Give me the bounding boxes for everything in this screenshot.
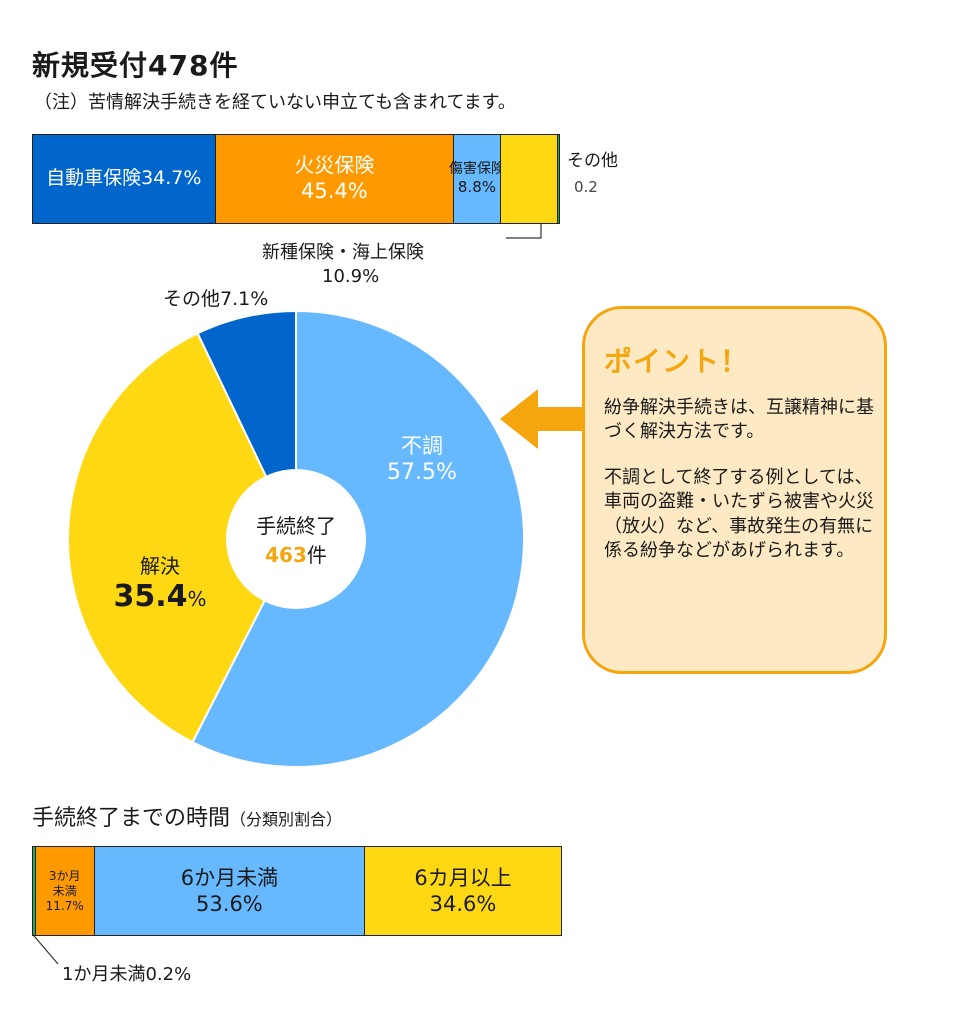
duration-segment-1month <box>33 847 36 935</box>
seg1-line3: 11.7% <box>45 898 84 913</box>
segment-label-auto: 自動車保険34.7% <box>46 167 202 190</box>
segment-value-fire: 45.4% <box>301 179 368 204</box>
segment-label-injury: 傷害保険 <box>448 160 505 177</box>
footnote-text: 1か月未満0.2% <box>62 964 192 985</box>
duration-section-title: 手続終了までの時間（分類別割合） <box>32 800 342 832</box>
other-label-top: その他 <box>567 151 618 171</box>
kaiketsu-label: 解決 <box>140 554 180 578</box>
seg1-line1: 3か月 <box>48 868 81 883</box>
pie-other-label: その他7.1% <box>163 288 269 310</box>
seg2-line1: 6か月未満 <box>180 865 279 890</box>
duration-bar: 3か月 未満 11.7% 6か月未満 53.6% 6カ月以上 34.6% <box>32 846 562 936</box>
callout-para1: 紛争解決手続きは、互譲精神に基づく解決方法です。 <box>604 397 874 443</box>
duration-subtitle: （分類別割合） <box>230 810 343 829</box>
kaiketsu-value: 35.4 <box>113 579 188 614</box>
pie-center-hole <box>226 469 366 609</box>
seg3-line2: 34.6% <box>429 892 497 916</box>
page-title: 新規受付478件 <box>32 49 239 82</box>
callout-para2: 不調として終了する例としては、車両の盗難・いたずら被害や火災（放火）など、事故発… <box>604 467 874 561</box>
bar-segment-auto: 自動車保険34.7% <box>33 135 216 223</box>
other-value-top: 0.2 <box>574 178 598 196</box>
bar-segment-injury: 傷害保険 8.8% <box>449 135 505 223</box>
left-arrow-icon <box>500 389 588 449</box>
pie-center-unit: 件 <box>306 543 327 567</box>
duration-segment-3months: 3か月 未満 11.7% <box>35 847 95 935</box>
seg2-line2: 53.6% <box>196 892 263 916</box>
segment-value-injury: 8.8% <box>457 178 496 197</box>
duration-segment-6months: 6か月未満 53.6% <box>94 847 366 935</box>
point-callout-box <box>582 306 887 674</box>
kaiketsu-unit: % <box>187 587 207 611</box>
duration-segment-over6months: 6カ月以上 34.6% <box>365 847 561 935</box>
received-cases-bar: 自動車保険34.7% 火災保険 45.4% 傷害保険 8.8% <box>32 134 560 224</box>
shinshu-label: 新種保険・海上保険 <box>262 242 424 263</box>
footnote-leader-line <box>33 935 59 965</box>
seg1-line2: 未満 <box>52 883 77 898</box>
shinshu-value: 10.9% <box>322 266 380 287</box>
note-text: （注）苦情解決手続きを経ていない申立ても含まれてます。 <box>34 92 516 113</box>
bar-segment-other <box>557 135 559 223</box>
bar-segment-fire: 火災保険 45.4% <box>215 135 455 223</box>
callout-title: ポイント！ <box>604 345 750 378</box>
segment-label-fire: 火災保険 <box>294 153 375 178</box>
fuchou-label-group: 不調 57.5% <box>372 430 472 485</box>
seg3-line1: 6カ月以上 <box>414 865 512 890</box>
bar-segment-shinshu <box>500 135 558 223</box>
pie-slice-kaiketsu <box>67 331 298 744</box>
shinshu-leader-line <box>506 224 542 239</box>
kaiketsu-label-group: 解決 35.4% <box>100 550 220 614</box>
pie-center-count: 463 <box>265 543 307 567</box>
pie-center-text: 手続終了 463件 <box>236 510 356 568</box>
completion-pie-chart <box>67 309 525 768</box>
fuchou-label: 不調 <box>401 434 443 458</box>
fuchou-value: 57.5% <box>387 460 457 485</box>
duration-title: 手続終了までの時間 <box>32 806 231 831</box>
pie-center-line1: 手続終了 <box>256 514 336 538</box>
